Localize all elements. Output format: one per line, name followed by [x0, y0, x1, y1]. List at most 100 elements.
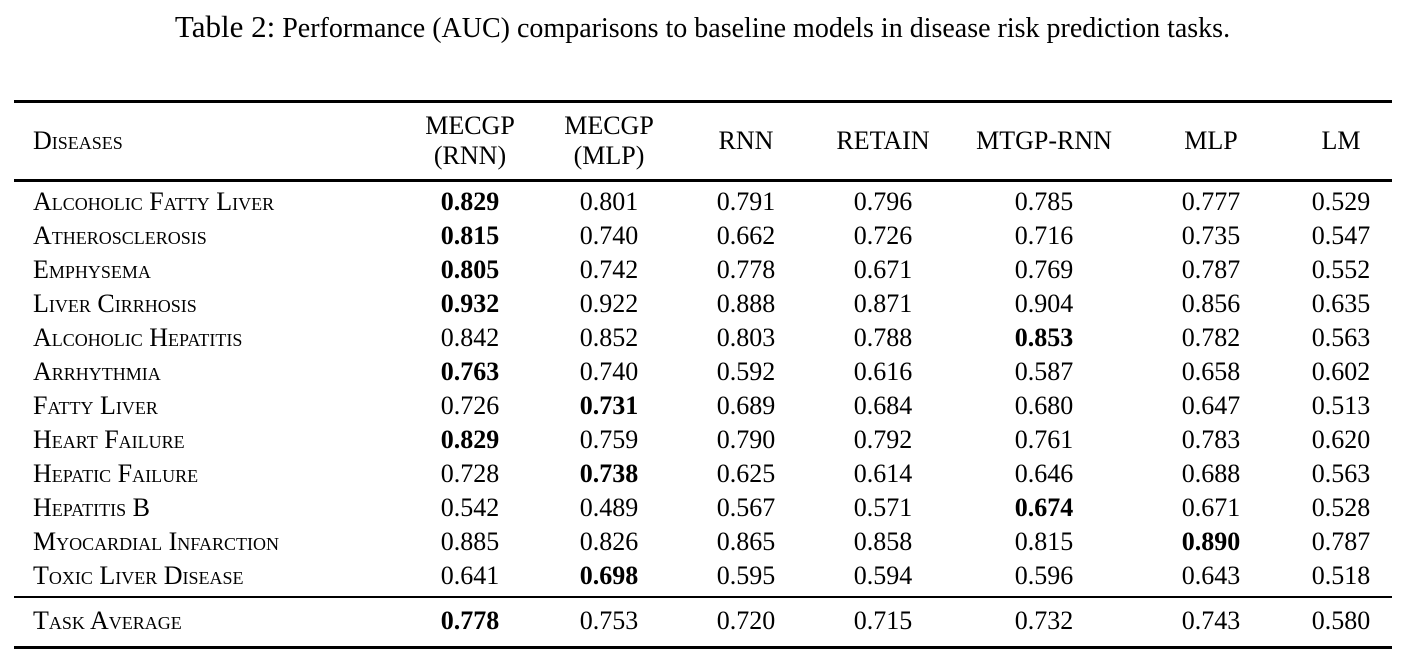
auc-value: 0.759 — [579, 425, 639, 454]
table-footer: Task Average 0.778 0.753 0.720 0.715 0.732 0.7… — [14, 597, 1392, 648]
table-header: Diseases MECGP (RNN) MECGP (MLP) RNN RET… — [14, 102, 1392, 181]
auc-value: 0.698 — [579, 561, 639, 590]
col-header-mecgp-mlp: MECGP (MLP) — [536, 102, 682, 181]
auc-value: 0.518 — [1311, 561, 1371, 590]
auc-value: 0.552 — [1311, 255, 1371, 284]
auc-value: 0.761 — [1014, 425, 1074, 454]
auc-value: 0.720 — [716, 606, 776, 635]
auc-value: 0.643 — [1181, 561, 1241, 590]
auc-value: 0.788 — [853, 323, 913, 352]
col-header-label: MECGP — [564, 111, 654, 140]
table-row: Liver Cirrhosis 0.932 0.922 0.888 0.871 0.904… — [14, 287, 1392, 321]
auc-value: 0.735 — [1181, 221, 1241, 250]
table-row: Heart Failure 0.829 0.759 0.790 0.792 0.761 0.… — [14, 423, 1392, 457]
table-row: Toxic Liver Disease 0.641 0.698 0.595 0.594 0… — [14, 559, 1392, 597]
col-header-retain: RETAIN — [810, 102, 956, 181]
disease-name: Alcoholic Fatty Liver — [33, 187, 275, 216]
col-header-label: RETAIN — [836, 126, 930, 155]
table-row: Alcoholic Hepatitis 0.842 0.852 0.803 0.788 0… — [14, 321, 1392, 355]
auc-value: 0.641 — [440, 561, 500, 590]
table-caption-text: Performance (AUC) comparisons to baselin… — [282, 13, 1231, 44]
disease-name: Atherosclerosis — [33, 221, 207, 250]
auc-value: 0.904 — [1014, 289, 1074, 318]
auc-value: 0.571 — [853, 493, 913, 522]
table-caption: Table 2: Performance (AUC) comparisons t… — [0, 0, 1405, 47]
col-header-mecgp-rnn: MECGP (RNN) — [404, 102, 536, 181]
auc-value: 0.826 — [579, 527, 639, 556]
auc-value: 0.689 — [716, 391, 776, 420]
auc-value: 0.932 — [440, 289, 500, 318]
table-row: Fatty Liver 0.726 0.731 0.689 0.684 0.680 0.64… — [14, 389, 1392, 423]
auc-value: 0.726 — [853, 221, 913, 250]
auc-value: 0.715 — [853, 606, 913, 635]
results-table: Diseases MECGP (RNN) MECGP (MLP) RNN RET… — [14, 100, 1392, 649]
auc-value: 0.777 — [1181, 187, 1241, 216]
auc-value: 0.738 — [579, 459, 639, 488]
auc-value: 0.888 — [716, 289, 776, 318]
auc-value: 0.815 — [440, 221, 500, 250]
auc-value: 0.865 — [716, 527, 776, 556]
auc-value: 0.614 — [853, 459, 913, 488]
col-header-label: MECGP — [425, 111, 515, 140]
auc-value: 0.782 — [1181, 323, 1241, 352]
table-row: Hepatitis B 0.542 0.489 0.567 0.571 0.674 0.67… — [14, 491, 1392, 525]
col-header-diseases: Diseases — [14, 102, 404, 181]
col-header-mlp: MLP — [1132, 102, 1290, 181]
auc-value: 0.592 — [716, 357, 776, 386]
disease-name: Arrhythmia — [33, 357, 161, 386]
task-average-row: Task Average 0.778 0.753 0.720 0.715 0.732 0.7… — [14, 597, 1392, 648]
table-row: Arrhythmia 0.763 0.740 0.592 0.616 0.587 0.658… — [14, 355, 1392, 389]
col-header-sublabel: (MLP) — [573, 141, 645, 170]
auc-value: 0.658 — [1181, 357, 1241, 386]
auc-value: 0.852 — [579, 323, 639, 352]
auc-value: 0.728 — [440, 459, 500, 488]
auc-value: 0.769 — [1014, 255, 1074, 284]
auc-value: 0.542 — [440, 493, 500, 522]
table-row: Alcoholic Fatty Liver 0.829 0.801 0.791 0.79… — [14, 181, 1392, 220]
col-header-lm: LM — [1290, 102, 1392, 181]
col-header-label: Diseases — [33, 126, 123, 155]
auc-value: 0.856 — [1181, 289, 1241, 318]
auc-value: 0.790 — [716, 425, 776, 454]
table-row: Atherosclerosis 0.815 0.740 0.662 0.726 0.716… — [14, 219, 1392, 253]
disease-name: Hepatitis B — [33, 493, 150, 522]
auc-value: 0.801 — [579, 187, 639, 216]
auc-value: 0.671 — [1181, 493, 1241, 522]
auc-value: 0.731 — [579, 391, 639, 420]
auc-value: 0.726 — [440, 391, 500, 420]
auc-value: 0.763 — [440, 357, 500, 386]
auc-value: 0.742 — [579, 255, 639, 284]
auc-value: 0.740 — [579, 221, 639, 250]
table-caption-number: Table 2: — [174, 9, 276, 44]
auc-value: 0.547 — [1311, 221, 1371, 250]
auc-value: 0.674 — [1014, 493, 1074, 522]
auc-value: 0.829 — [440, 425, 500, 454]
auc-value: 0.871 — [853, 289, 913, 318]
auc-value: 0.922 — [579, 289, 639, 318]
auc-value: 0.890 — [1181, 527, 1241, 556]
table-row: Emphysema 0.805 0.742 0.778 0.671 0.769 0.787 0… — [14, 253, 1392, 287]
disease-name: Hepatic Failure — [33, 459, 199, 488]
auc-value: 0.529 — [1311, 187, 1371, 216]
auc-value: 0.596 — [1014, 561, 1074, 590]
auc-value: 0.716 — [1014, 221, 1074, 250]
auc-value: 0.732 — [1014, 606, 1074, 635]
auc-value: 0.528 — [1311, 493, 1371, 522]
disease-name: Toxic Liver Disease — [33, 561, 244, 590]
auc-value: 0.787 — [1181, 255, 1241, 284]
auc-value: 0.671 — [853, 255, 913, 284]
auc-value: 0.778 — [716, 255, 776, 284]
task-average-label: Task Average — [33, 606, 182, 635]
auc-value: 0.853 — [1014, 323, 1074, 352]
auc-value: 0.753 — [579, 606, 639, 635]
auc-value: 0.662 — [716, 221, 776, 250]
auc-value: 0.791 — [716, 187, 776, 216]
auc-value: 0.587 — [1014, 357, 1074, 386]
auc-value: 0.885 — [440, 527, 500, 556]
auc-value: 0.620 — [1311, 425, 1371, 454]
auc-value: 0.646 — [1014, 459, 1074, 488]
disease-name: Alcoholic Hepatitis — [33, 323, 243, 352]
auc-value: 0.580 — [1311, 606, 1371, 635]
auc-value: 0.805 — [440, 255, 500, 284]
